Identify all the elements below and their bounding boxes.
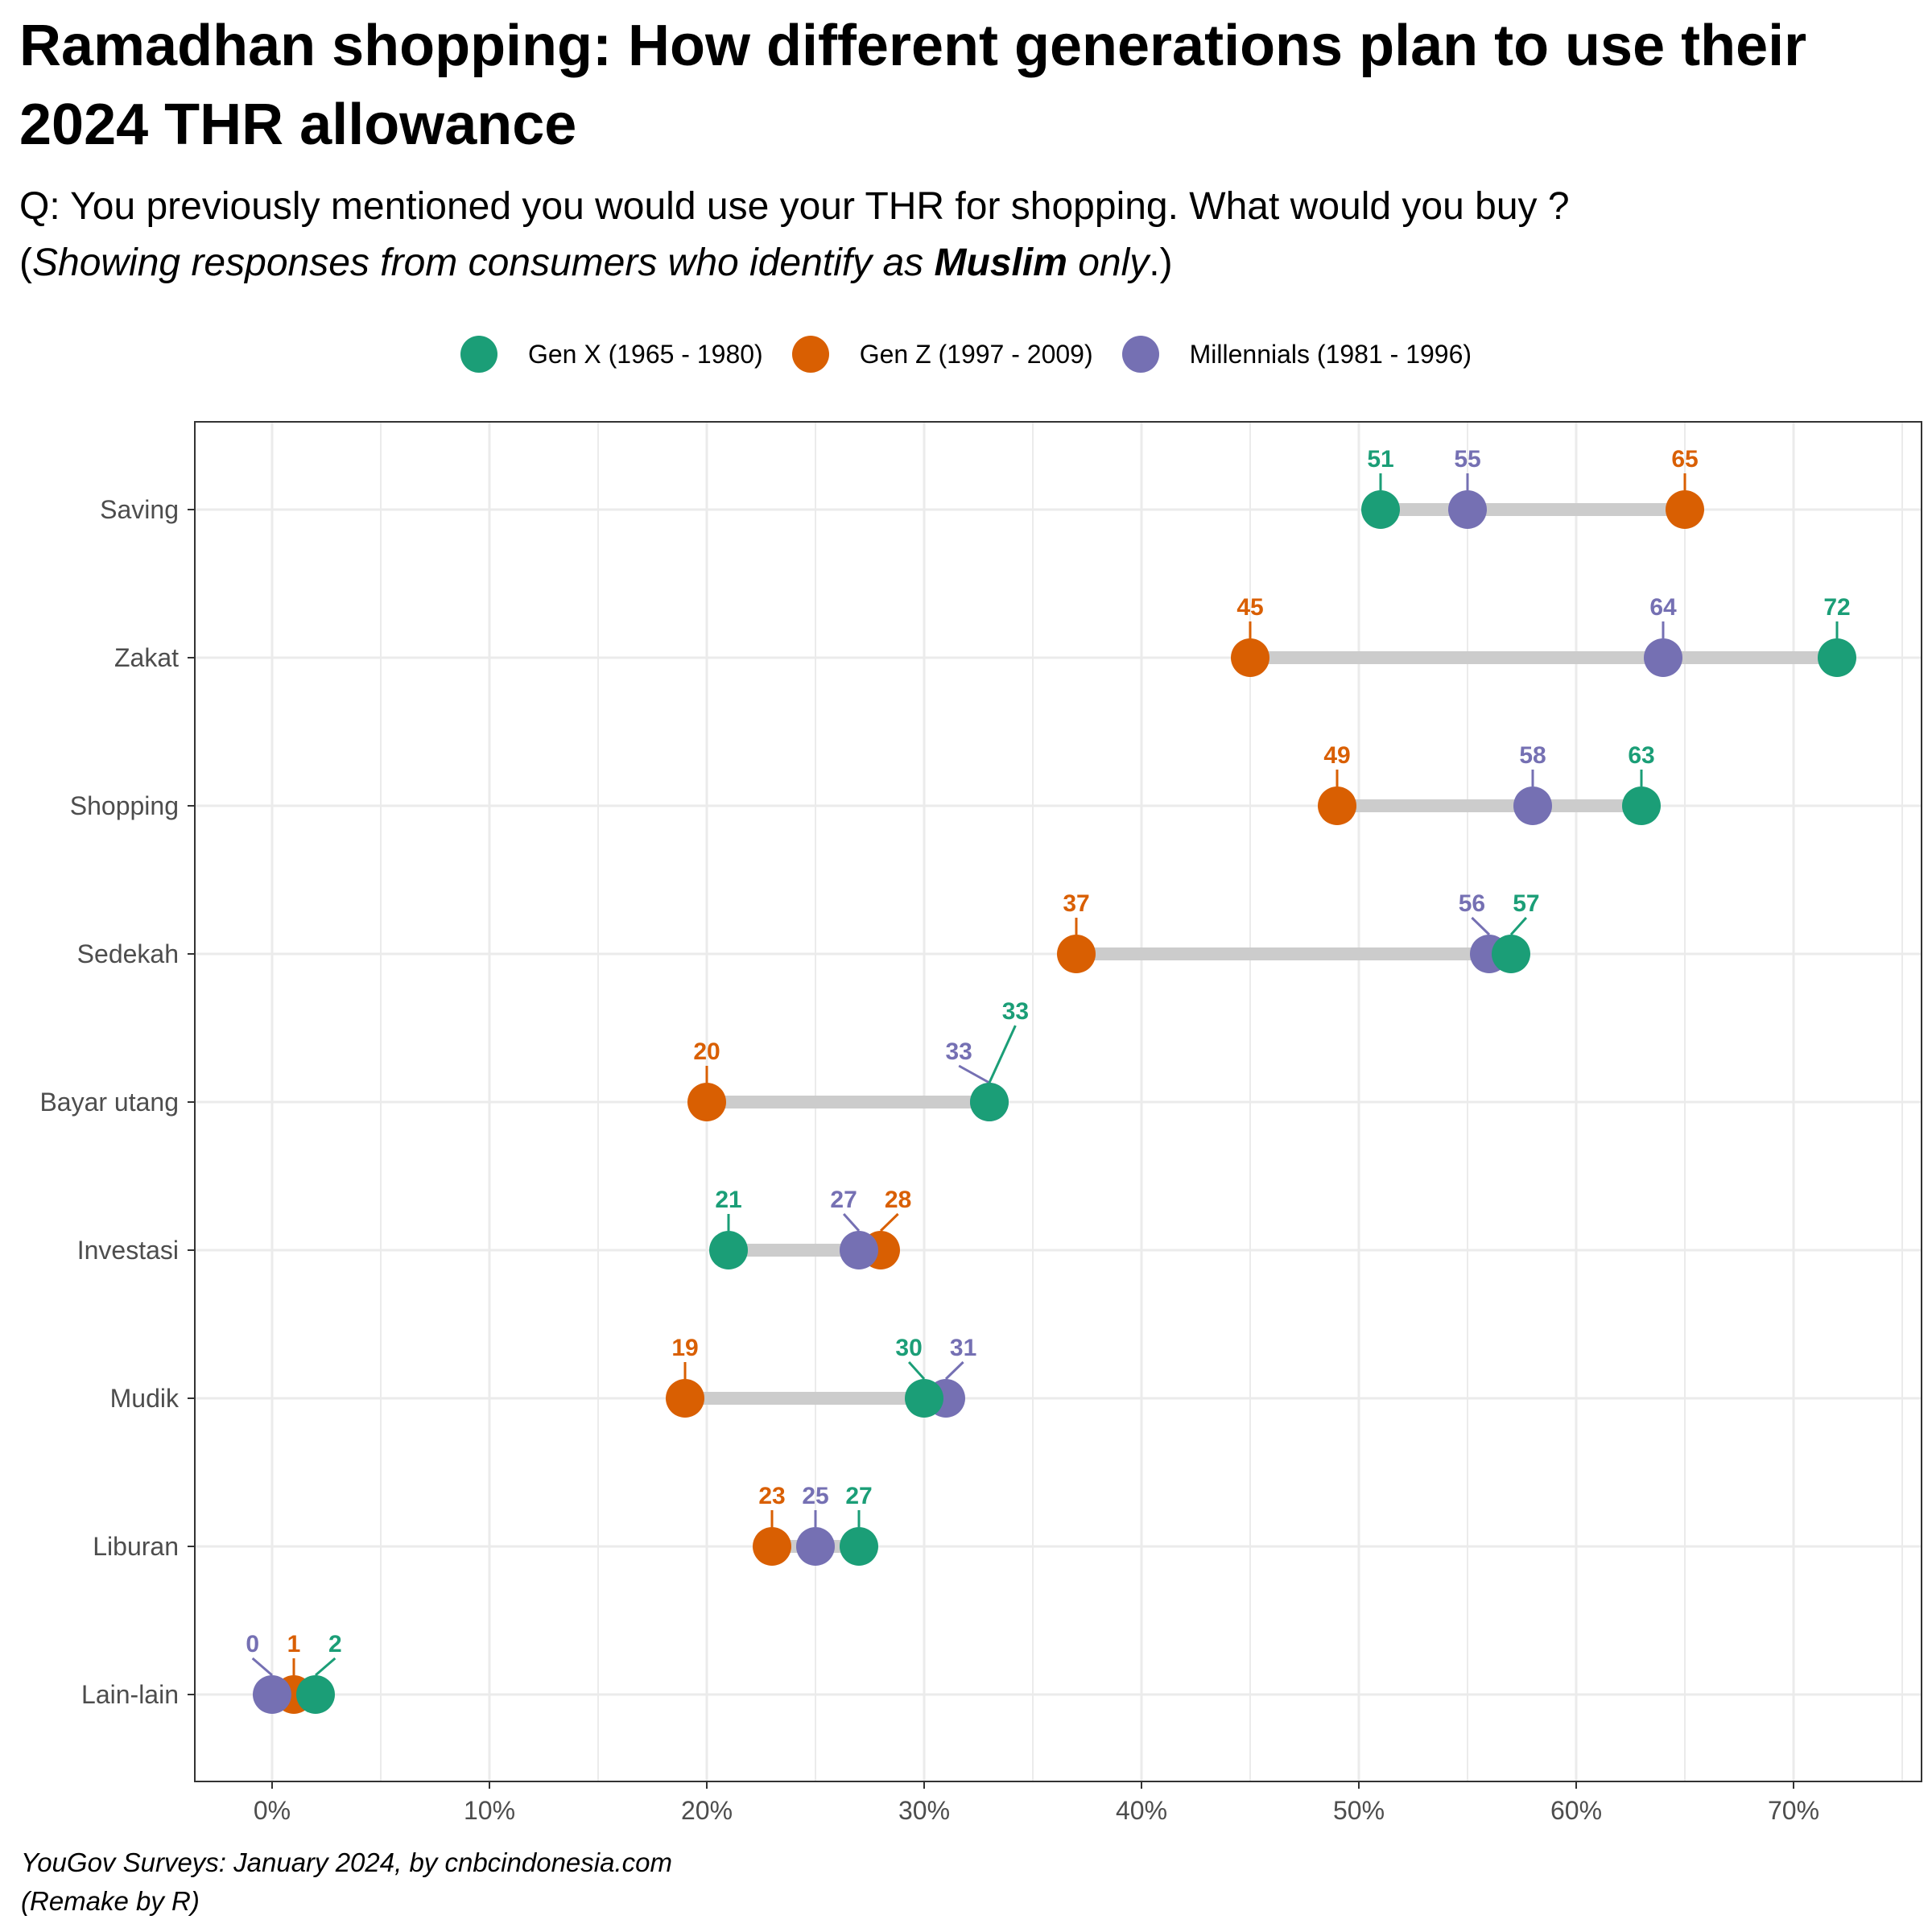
point-millennials-zakat <box>1644 638 1682 677</box>
point-gen_z-liburan <box>753 1527 791 1566</box>
x-tick-label: 20% <box>681 1796 733 1825</box>
data-label-millennials-bayar-utang: 33 <box>946 1038 972 1065</box>
point-gen_x-investasi <box>709 1231 748 1269</box>
point-gen_x-lain-lain <box>296 1675 335 1714</box>
legend-item-millennials: Millennials (1981 - 1996) <box>1121 336 1472 373</box>
data-label-gen_z-mudik: 19 <box>671 1335 698 1361</box>
point-gen_x-sedekah <box>1492 935 1530 973</box>
data-label-gen_x-shopping: 63 <box>1628 742 1654 769</box>
data-label-gen_z-lain-lain: 1 <box>287 1631 301 1657</box>
y-tick-label-bayar-utang: Bayar utang <box>39 1088 179 1117</box>
point-millennials-lain-lain <box>253 1675 291 1714</box>
data-label-millennials-sedekah: 56 <box>1459 890 1485 917</box>
point-gen_x-shopping <box>1622 786 1661 825</box>
chart-legend: Gen X (1965 - 1980) Gen Z (1997 - 2009) … <box>0 330 1932 378</box>
point-millennials-saving <box>1448 490 1487 529</box>
data-label-millennials-investasi: 27 <box>830 1187 857 1213</box>
data-label-gen_z-sedekah: 37 <box>1063 890 1089 917</box>
y-tick-label-sedekah: Sedekah <box>77 939 179 968</box>
leader-gen_x-sedekah <box>1509 916 1528 936</box>
x-tick-label: 0% <box>254 1796 291 1825</box>
data-label-gen_x-mudik: 30 <box>895 1335 922 1361</box>
point-gen_x-liburan <box>840 1527 878 1566</box>
leader-gen_z-investasi <box>879 1212 899 1232</box>
data-label-gen_x-investasi: 21 <box>715 1187 741 1213</box>
point-gen_x-zakat <box>1818 638 1856 677</box>
legend-swatch-gen-x <box>460 336 497 373</box>
point-millennials-investasi <box>840 1231 878 1269</box>
data-label-gen_x-lain-lain: 2 <box>328 1631 342 1657</box>
chart-subtitle: Q: You previously mentioned you would us… <box>19 179 1903 291</box>
leader-millennials-bayar-utang <box>958 1064 990 1084</box>
point-gen_z-mudik <box>666 1379 704 1418</box>
data-label-millennials-saving: 55 <box>1454 446 1480 473</box>
legend-label-millennials: Millennials (1981 - 1996) <box>1189 339 1472 369</box>
legend-item-gen-z: Gen Z (1997 - 2009) <box>791 336 1093 373</box>
caption-source: YouGov Surveys: January 2024, by cnbcind… <box>21 1847 672 1877</box>
point-gen_x-mudik <box>905 1379 943 1418</box>
x-tick-label: 30% <box>898 1796 950 1825</box>
subtitle-question: Q: You previously mentioned you would us… <box>19 185 1570 228</box>
point-millennials-shopping <box>1513 786 1552 825</box>
leader-millennials-investasi <box>842 1212 861 1232</box>
legend-label-gen-x: Gen X (1965 - 1980) <box>527 339 763 369</box>
leader-millennials-mudik <box>944 1360 964 1381</box>
legend-swatch-gen-z <box>791 336 829 373</box>
data-label-millennials-mudik: 31 <box>950 1335 976 1361</box>
data-label-gen_x-saving: 51 <box>1367 446 1393 473</box>
subtitle-note: (Showing responses from consumers who id… <box>19 242 1173 284</box>
legend-swatch-millennials <box>1121 336 1159 373</box>
point-gen_z-sedekah <box>1057 935 1096 973</box>
data-label-gen_z-bayar-utang: 20 <box>693 1038 720 1065</box>
y-tick-label-liburan: Liburan <box>93 1532 179 1561</box>
data-label-gen_z-zakat: 45 <box>1236 594 1263 621</box>
x-tick-label: 40% <box>1116 1796 1167 1825</box>
legend-label-gen-z: Gen Z (1997 - 2009) <box>859 339 1093 369</box>
data-label-gen_z-shopping: 49 <box>1323 742 1350 769</box>
y-tick-label-mudik: Mudik <box>110 1384 180 1413</box>
point-millennials-liburan <box>796 1527 835 1566</box>
data-label-millennials-shopping: 58 <box>1519 742 1546 769</box>
point-gen_z-shopping <box>1318 786 1356 825</box>
leader-millennials-lain-lain <box>251 1657 273 1677</box>
y-tick-label-saving: Saving <box>100 495 179 524</box>
leader-millennials-sedekah <box>1471 916 1491 936</box>
point-gen_z-saving <box>1666 490 1704 529</box>
data-label-gen_z-investasi: 28 <box>885 1187 911 1213</box>
y-tick-label-shopping: Shopping <box>70 791 179 820</box>
x-tick-label: 10% <box>464 1796 515 1825</box>
point-gen_x-saving <box>1361 490 1400 529</box>
x-tick-label: 50% <box>1333 1796 1385 1825</box>
y-tick-label-investasi: Investasi <box>77 1236 179 1265</box>
point-gen_z-bayar-utang <box>687 1083 726 1121</box>
chart-title: Ramadhan shopping: How different generat… <box>19 14 1807 157</box>
data-label-millennials-lain-lain: 0 <box>246 1631 259 1657</box>
data-label-gen_x-sedekah: 57 <box>1513 890 1539 917</box>
data-label-gen_x-bayar-utang: 33 <box>1002 998 1029 1025</box>
y-tick-label-lain-lain: Lain-lain <box>81 1680 179 1709</box>
data-label-millennials-zakat: 64 <box>1649 594 1677 621</box>
data-label-gen_z-saving: 65 <box>1671 446 1698 473</box>
leader-gen_x-bayar-utang <box>988 1025 1017 1084</box>
data-label-gen_z-liburan: 23 <box>758 1483 785 1509</box>
data-label-gen_x-liburan: 27 <box>845 1483 872 1509</box>
x-tick-label: 60% <box>1550 1796 1602 1825</box>
point-gen_z-zakat <box>1231 638 1269 677</box>
chart-caption: YouGov Surveys: January 2024, by cnbcind… <box>21 1843 672 1921</box>
legend-item-gen-x: Gen X (1965 - 1980) <box>460 336 763 373</box>
y-tick-label-zakat: Zakat <box>114 643 179 672</box>
x-tick-label: 70% <box>1768 1796 1819 1825</box>
leader-gen_x-lain-lain <box>315 1657 336 1677</box>
leader-gen_x-mudik <box>907 1360 926 1381</box>
caption-remake: (Remake by R) <box>21 1886 200 1916</box>
data-label-millennials-liburan: 25 <box>802 1483 828 1509</box>
point-gen_x-bayar-utang <box>970 1083 1009 1121</box>
data-label-gen_x-zakat: 72 <box>1823 594 1850 621</box>
